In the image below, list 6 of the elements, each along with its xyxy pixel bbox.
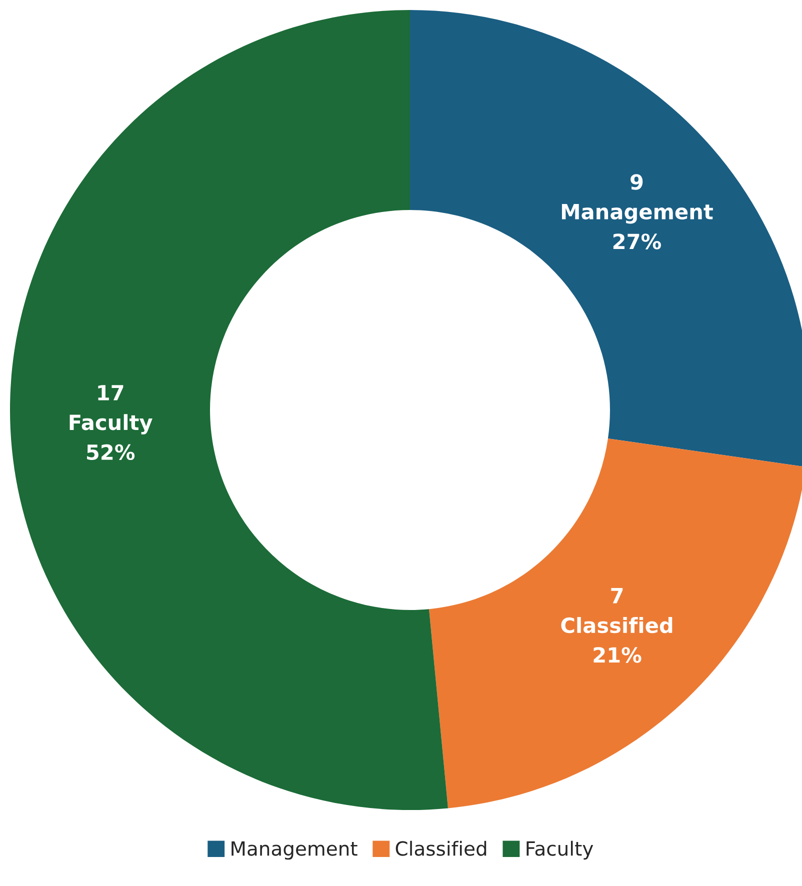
data-label: 17 Faculty 52% — [70, 385, 152, 460]
legend-label: Classified — [396, 840, 486, 856]
data-label: 9 Management 27% — [562, 174, 713, 250]
data-label: 7 Classified 21% — [561, 588, 672, 663]
legend-label: Faculty — [526, 840, 594, 860]
legend-label: Management — [232, 841, 358, 860]
